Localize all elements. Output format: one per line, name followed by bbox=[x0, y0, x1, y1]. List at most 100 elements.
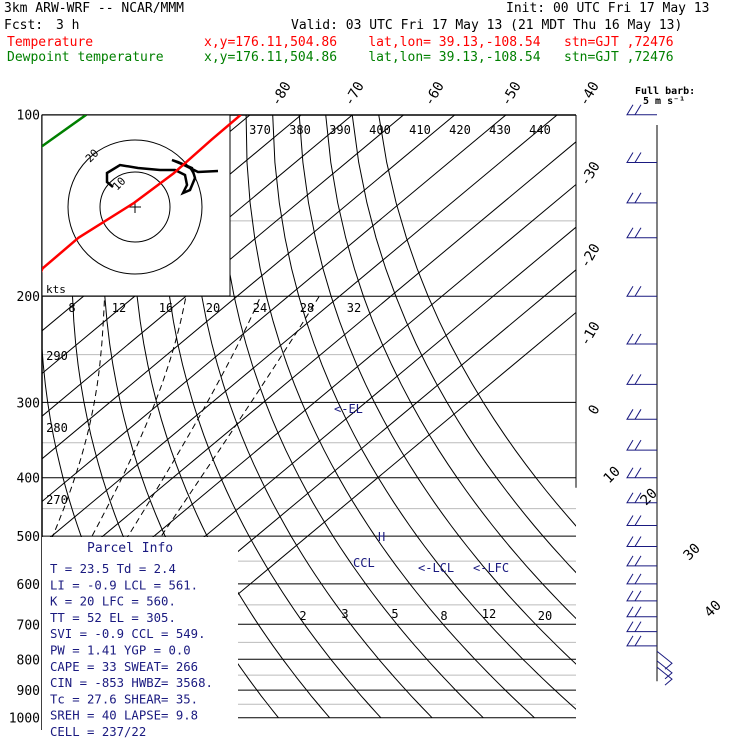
dry-adiabat bbox=[272, 115, 576, 710]
parcel-info-row: T = 23.5 Td = 2.4 bbox=[50, 562, 176, 576]
dry-adiabat-label: 370 bbox=[249, 123, 271, 137]
speed-scale-label: 12 bbox=[112, 301, 126, 315]
wind-barb-feather bbox=[634, 573, 642, 585]
wind-barb bbox=[626, 152, 657, 163]
pressure-tick-label: 1000 bbox=[9, 712, 40, 727]
model-title: 3km ARW-WRF -- NCAR/MMM bbox=[4, 1, 185, 16]
pressure-tick-label: 400 bbox=[17, 472, 40, 487]
dry-adiabat bbox=[245, 115, 535, 719]
pressure-tick-label: 900 bbox=[17, 684, 40, 699]
parcel-info-row: SREH = 40 LAPSE= 9.8 bbox=[50, 709, 198, 723]
isotherm-label: -50 bbox=[498, 79, 525, 109]
dry-adiabat bbox=[351, 115, 576, 574]
parcel-info-row: K = 20 LFC = 560. bbox=[50, 595, 176, 609]
dry-adiabat-label: 420 bbox=[449, 123, 471, 137]
isotherm-label: 10 bbox=[601, 464, 624, 487]
isotherm bbox=[42, 115, 456, 460]
parcel-info-row: LI = -0.9 LCL = 561. bbox=[50, 578, 198, 592]
wind-barb bbox=[626, 374, 657, 385]
pressure-tick-label: 700 bbox=[17, 618, 40, 633]
mixing-ratio-label: 3 bbox=[341, 607, 348, 621]
wind-barb-feather bbox=[634, 555, 642, 567]
dry-adiabat bbox=[378, 115, 576, 527]
dry-adiabat-label: 270 bbox=[46, 493, 68, 507]
parcel-info-row: TT = 52 EL = 305. bbox=[50, 611, 176, 625]
forecast-value: 3 h bbox=[56, 18, 80, 33]
wind-barb-feather bbox=[634, 467, 642, 478]
parcel-info-row: PW = 1.41 YGP = 0.0 bbox=[50, 644, 191, 658]
lcl-marker: H bbox=[378, 530, 385, 544]
parcel-info-title: Parcel Info bbox=[87, 541, 173, 556]
wind-barb bbox=[626, 515, 657, 526]
sounding-traces bbox=[42, 115, 242, 273]
dry-adiabat bbox=[298, 115, 576, 665]
wind-barb bbox=[626, 573, 657, 585]
dry-adiabat-label: 280 bbox=[46, 421, 68, 435]
wind-barb bbox=[626, 409, 657, 420]
wind-barb-feather bbox=[634, 515, 642, 526]
pressure-tick-label: 600 bbox=[17, 578, 40, 593]
mixing-ratio-label: 8 bbox=[440, 609, 447, 623]
temperature-location: x,y=176.11,504.86 lat,lon= 39.13,-108.54… bbox=[204, 35, 674, 50]
parcel-info-panel: Parcel Info T = 23.5 Td = 2.4 LI = -0.9 LC… bbox=[42, 537, 238, 739]
isotherm-label: -30 bbox=[577, 159, 604, 189]
pressure-tick-label: 100 bbox=[17, 109, 40, 124]
temperature-legend: Temperature bbox=[7, 35, 94, 50]
wind-barb bbox=[626, 555, 657, 567]
isotherm-label: -60 bbox=[421, 79, 448, 109]
wind-barb-feather bbox=[634, 606, 642, 617]
wind-barb bbox=[656, 650, 673, 670]
wind-barbs bbox=[626, 104, 673, 686]
wind-barb-feather bbox=[634, 285, 642, 297]
wind-barb bbox=[626, 285, 657, 297]
wind-barb bbox=[626, 590, 657, 602]
temperature-trace bbox=[42, 115, 242, 273]
speed-scale-label: 16 bbox=[159, 301, 173, 315]
wind-barb bbox=[626, 635, 657, 647]
wind-barb-feather bbox=[634, 152, 642, 163]
parcel-info-row: CELL = 237/22 bbox=[50, 725, 146, 739]
wind-barb bbox=[626, 621, 657, 633]
pressure-tick-label: 500 bbox=[17, 530, 40, 545]
wind-barb bbox=[626, 192, 657, 204]
ccl-marker: CCL bbox=[353, 556, 375, 570]
dry-adiabat bbox=[161, 115, 382, 719]
dry-adiabat-label: 410 bbox=[409, 123, 431, 137]
wind-barb-feather bbox=[634, 536, 642, 547]
pressure-tick-label: 200 bbox=[17, 290, 40, 305]
wind-barb bbox=[626, 536, 657, 547]
wind-barb bbox=[626, 467, 657, 479]
wind-barb-feather bbox=[634, 439, 642, 451]
dry-adiabat-label: 430 bbox=[489, 123, 511, 137]
isotherm-label: 30 bbox=[681, 541, 704, 564]
speed-scale-label: 28 bbox=[300, 301, 314, 315]
parcel-info-row: Tc = 27.6 SHEAR= 35. bbox=[50, 692, 198, 706]
parcel-info-box bbox=[42, 537, 238, 730]
wind-barb-feather bbox=[634, 333, 642, 345]
dry-adiabat-label: 290 bbox=[46, 349, 68, 363]
speed-scale-label: 24 bbox=[253, 301, 267, 315]
wind-barb-feather bbox=[634, 409, 642, 420]
isotherm-label: 0 bbox=[585, 402, 603, 417]
el-marker: <-EL bbox=[334, 402, 363, 416]
wind-barb-feather bbox=[634, 374, 642, 385]
isotherm-label: -70 bbox=[341, 79, 368, 109]
mixing-ratio-label: 20 bbox=[538, 609, 552, 623]
isotherm bbox=[42, 115, 405, 417]
dry-adiabat bbox=[325, 115, 576, 620]
mixing-ratio-label: 12 bbox=[482, 607, 496, 621]
wind-barb bbox=[626, 227, 657, 239]
mixing-ratio-label: 2 bbox=[299, 609, 306, 623]
hodograph-box bbox=[41, 114, 231, 297]
parcel-info-row: CAPE = 33 SWEAT= 266 bbox=[50, 660, 198, 674]
wind-barb bbox=[626, 439, 657, 451]
forecast-label: Fcst: bbox=[4, 18, 44, 33]
speed-scale-label: 8 bbox=[68, 301, 75, 315]
pressure-tick-label: 300 bbox=[17, 396, 40, 411]
hodograph-trace bbox=[105, 158, 219, 196]
init-time: Init: 00 UTC Fri 17 May 13 bbox=[506, 1, 710, 16]
wind-barb-feather bbox=[634, 621, 642, 632]
hodograph-ring-inner bbox=[99, 171, 171, 243]
wind-barb-feather bbox=[634, 192, 642, 204]
